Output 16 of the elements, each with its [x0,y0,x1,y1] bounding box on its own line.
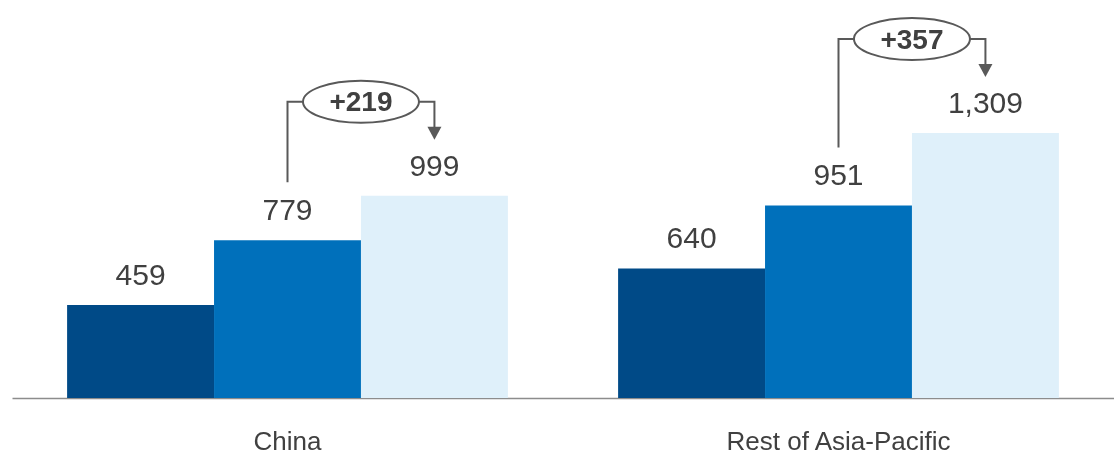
bar [911,133,1059,398]
text: +357 [880,23,944,55]
data-label: 951 [813,158,864,192]
data-label: 1,309 [947,86,1023,119]
data-label: 459 [115,258,166,292]
data-label: 640 [666,221,717,255]
data-label: 999 [409,148,460,182]
bar [214,240,361,398]
text: +219 [329,86,393,118]
bar [67,305,215,398]
data-label: 779 [262,193,313,227]
bar [618,268,766,398]
x-tick-label: China [253,425,322,456]
x-tick-label: Rest of Asia-Pacific [726,425,951,456]
bar [765,205,912,398]
bar [360,195,508,398]
